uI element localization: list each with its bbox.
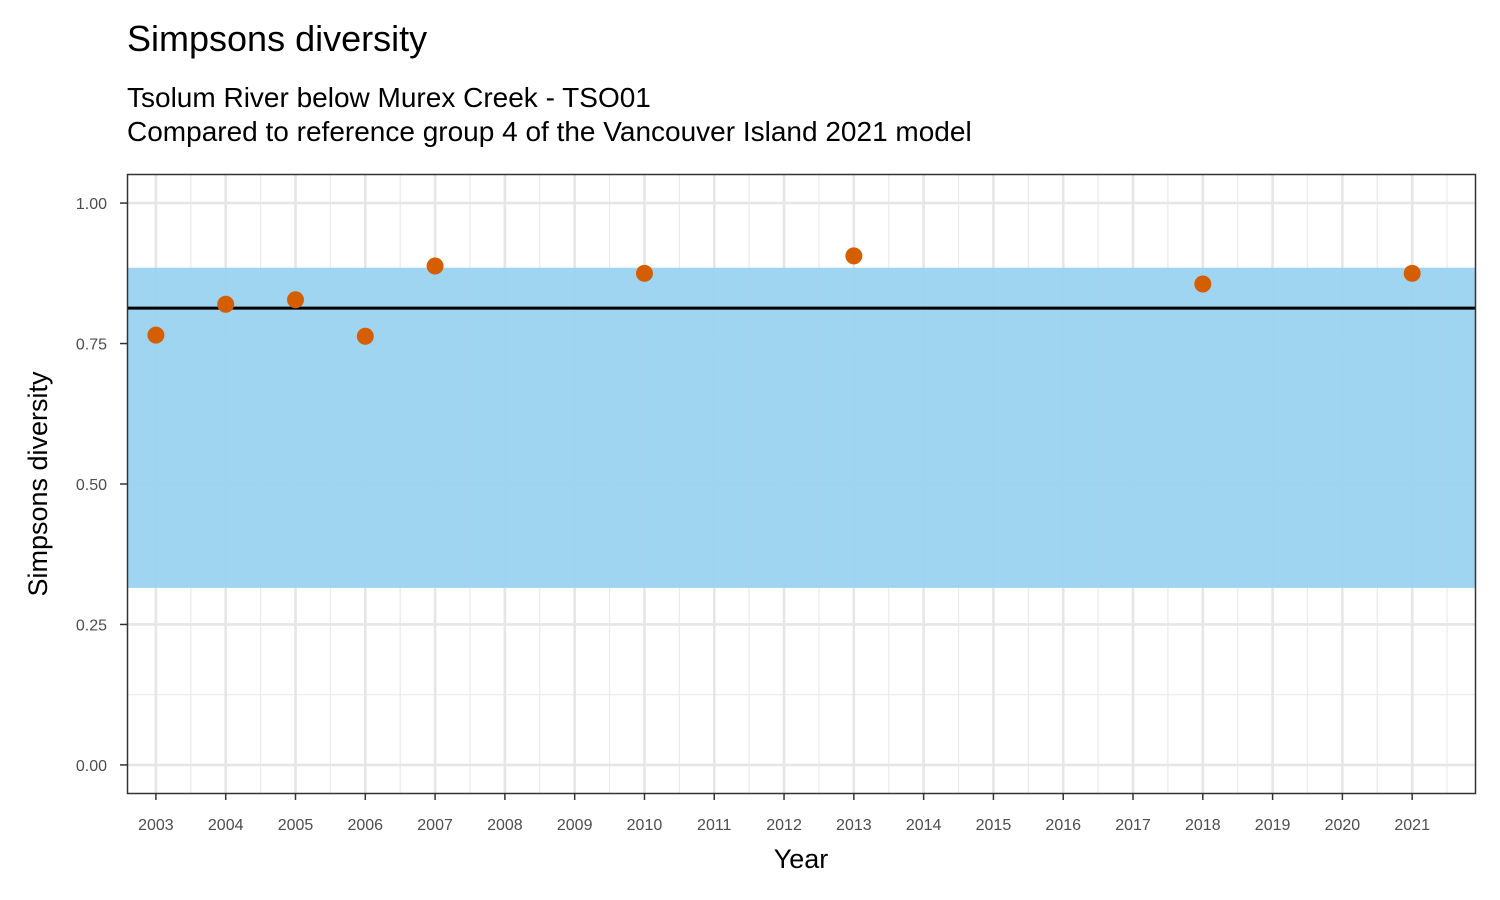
- x-tick-label: 2017: [1115, 817, 1151, 834]
- data-point-2010: [635, 264, 653, 282]
- x-tick-label: 2020: [1325, 817, 1361, 834]
- y-tick-label: 0.75: [76, 337, 107, 354]
- y-tick-label: 0.00: [76, 758, 107, 775]
- y-tick-label: 0.50: [76, 477, 107, 494]
- x-tick-label: 2003: [138, 817, 174, 834]
- x-tick-label: 2013: [836, 817, 872, 834]
- chart-title: Simpsons diversity: [127, 18, 428, 59]
- x-tick-label: 2010: [627, 817, 663, 834]
- x-tick-label: 2009: [557, 817, 593, 834]
- reference-band-layer: [128, 267, 1475, 588]
- x-tick-label: 2019: [1255, 817, 1291, 834]
- x-tick-label: 2004: [208, 817, 244, 834]
- x-axis-title: Year: [774, 844, 829, 874]
- data-point-2021: [1403, 264, 1421, 282]
- x-tick-label: 2012: [766, 817, 802, 834]
- x-tick-label: 2018: [1185, 817, 1221, 834]
- data-point-2003: [147, 326, 165, 344]
- x-tick-label: 2006: [347, 817, 383, 834]
- x-tick-label: 2021: [1394, 817, 1430, 834]
- data-point-2005: [287, 291, 305, 309]
- data-point-2018: [1194, 275, 1212, 293]
- data-point-2007: [426, 257, 444, 275]
- chart-subtitle-line-1: Tsolum River below Murex Creek - TSO01: [127, 82, 651, 113]
- data-points: [147, 247, 1421, 345]
- x-tick-label: 2005: [278, 817, 314, 834]
- data-point-2006: [356, 327, 374, 345]
- y-tick-label: 1.00: [76, 196, 107, 213]
- x-tick-label: 2016: [1045, 817, 1081, 834]
- x-tick-label: 2011: [697, 817, 732, 834]
- x-tick-label: 2015: [976, 817, 1012, 834]
- x-tick-label: 2007: [417, 817, 453, 834]
- axes: 2003 2004 2005 2006 2007 2008 2009 2010 2011 2012…: [76, 196, 1430, 834]
- y-tick-label: 0.25: [76, 617, 107, 634]
- data-point-2013: [845, 247, 863, 265]
- y-axis-title: Simpsons diversity: [23, 371, 53, 597]
- data-point-2004: [217, 295, 235, 313]
- chart-subtitle-line-2: Compared to reference group 4 of the Van…: [127, 116, 972, 147]
- x-tick-label: 2008: [487, 817, 523, 834]
- x-tick-label: 2014: [906, 817, 942, 834]
- reference-band: [128, 267, 1475, 588]
